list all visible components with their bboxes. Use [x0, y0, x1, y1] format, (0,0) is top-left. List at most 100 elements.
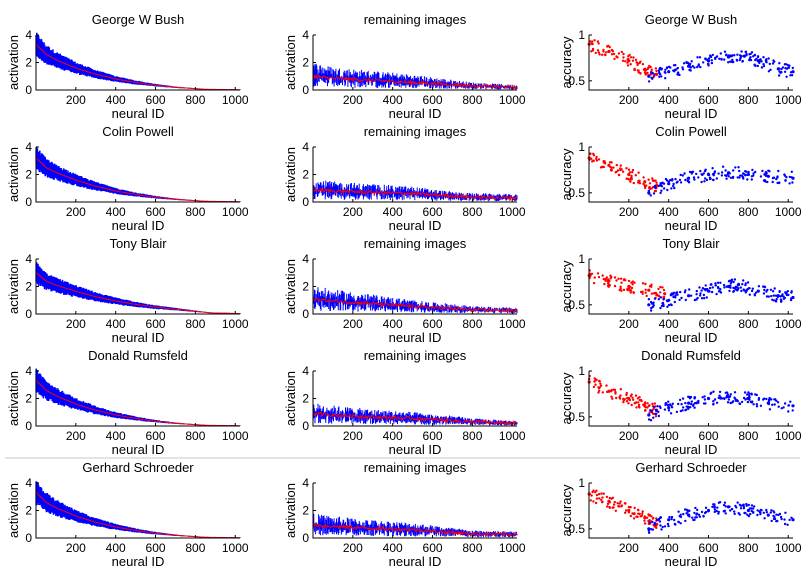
data-point — [652, 304, 655, 307]
data-point — [736, 399, 739, 402]
x-axis-label: neural ID — [665, 554, 718, 569]
x-tick-label: 600 — [146, 429, 166, 443]
panel-accuracy-1: 200 400 600 800 1000 0.5 1 George W Bush neural … — [559, 12, 802, 121]
x-tick-label: 400 — [383, 205, 403, 219]
x-tick-label: 800 — [738, 429, 758, 443]
data-point — [664, 77, 667, 80]
data-point — [729, 60, 732, 63]
data-point — [717, 287, 720, 290]
data-point — [711, 173, 715, 176]
data-point — [608, 45, 611, 49]
x-tick-label: 1000 — [499, 317, 526, 331]
data-point — [752, 172, 755, 175]
series-1 — [587, 39, 659, 79]
data-point — [730, 280, 733, 283]
mean-line — [35, 272, 240, 315]
data-point — [612, 506, 615, 509]
panel-title: Tony Blair — [662, 236, 720, 251]
x-tick-label: 600 — [699, 429, 719, 443]
data-point — [666, 188, 669, 192]
data-point — [638, 182, 642, 185]
data-point — [784, 179, 787, 182]
data-point — [737, 282, 740, 285]
x-axis-label: neural ID — [112, 330, 165, 345]
x-tick-label: 800 — [738, 93, 758, 107]
data-point — [672, 295, 675, 299]
data-point — [697, 64, 700, 67]
data-point — [715, 509, 718, 513]
data-point — [617, 277, 620, 280]
data-point — [631, 283, 634, 286]
data-point — [768, 62, 771, 66]
data-point — [684, 178, 687, 182]
data-point — [770, 398, 773, 401]
data-point — [650, 68, 653, 71]
data-point — [715, 55, 718, 58]
data-point — [668, 403, 672, 406]
data-point — [732, 169, 735, 172]
data-point — [610, 48, 614, 52]
data-point — [643, 71, 647, 74]
data-point — [771, 62, 775, 65]
data-point — [639, 72, 642, 75]
data-point — [765, 508, 768, 512]
data-point — [767, 57, 770, 60]
y-axis-label: activation — [283, 483, 298, 538]
data-point — [605, 51, 608, 54]
data-point — [756, 55, 760, 59]
data-point — [637, 509, 640, 512]
data-point — [696, 65, 699, 69]
data-point — [641, 292, 644, 295]
data-point — [620, 281, 623, 284]
data-point — [773, 515, 776, 519]
data-point — [760, 60, 763, 63]
data-point — [639, 60, 642, 63]
data-point — [595, 155, 598, 159]
data-point — [750, 392, 753, 395]
data-point — [715, 177, 718, 180]
data-point — [599, 382, 602, 385]
data-point — [648, 513, 651, 517]
panel-title: Colin Powell — [102, 124, 174, 139]
data-point — [674, 177, 677, 181]
data-point — [735, 58, 738, 62]
y-tick-label: 0 — [302, 307, 309, 321]
data-point — [740, 54, 743, 58]
data-point — [636, 515, 639, 519]
data-point — [697, 513, 701, 516]
data-point — [628, 53, 631, 57]
data-point — [725, 174, 728, 178]
data-point — [716, 281, 720, 284]
data-point — [702, 515, 705, 518]
data-point — [637, 171, 640, 174]
data-point — [630, 286, 634, 290]
panel-accuracy-5: 200 400 600 800 1000 0.5 1 Gerhard Schroeder neu… — [559, 460, 802, 569]
data-point — [594, 501, 598, 505]
data-point — [682, 512, 685, 516]
data-point — [636, 63, 639, 67]
data-point — [633, 512, 636, 516]
y-tick-label: 0 — [25, 531, 32, 545]
data-point — [670, 187, 673, 190]
data-point — [594, 51, 597, 55]
series-1 — [35, 368, 241, 426]
data-point — [698, 56, 702, 59]
data-point — [622, 52, 625, 56]
data-point — [786, 523, 789, 526]
data-point — [708, 286, 712, 290]
data-point — [755, 57, 758, 61]
data-point — [655, 293, 659, 296]
y-tick-label: 2 — [25, 168, 32, 182]
data-point — [695, 289, 698, 293]
data-point — [779, 295, 782, 298]
data-point — [714, 56, 717, 60]
y-tick-label: 4 — [302, 476, 309, 490]
data-point — [659, 191, 662, 195]
data-point — [724, 505, 727, 508]
data-point — [660, 304, 664, 308]
x-tick-label: 400 — [383, 317, 403, 331]
x-tick-label: 1000 — [222, 317, 249, 331]
data-point — [607, 389, 611, 393]
y-tick-label: 4 — [25, 252, 32, 266]
data-point — [709, 55, 713, 58]
